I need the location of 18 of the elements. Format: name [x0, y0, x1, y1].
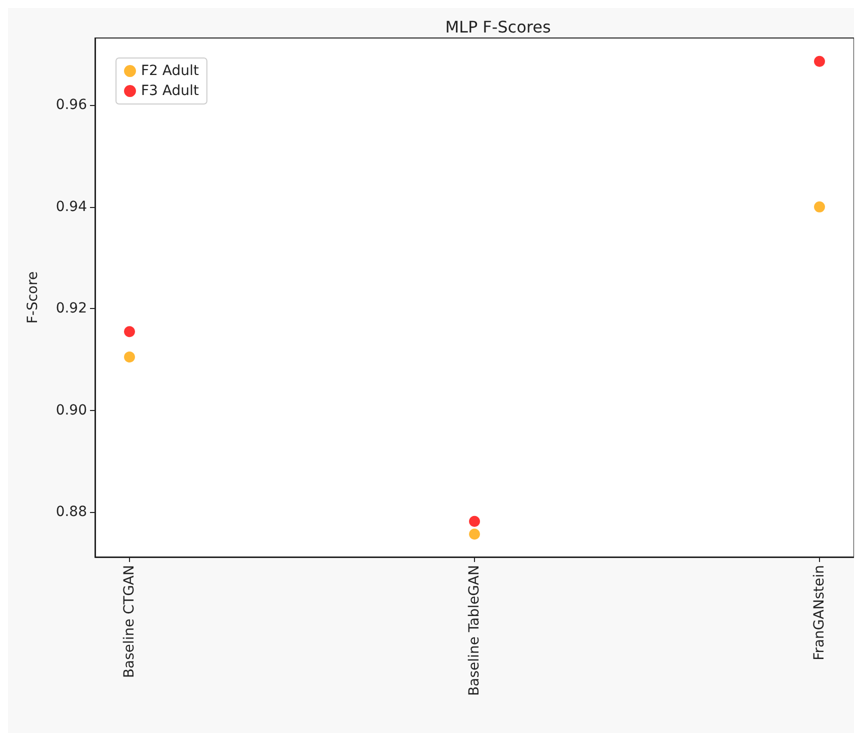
y-tick-label: 0.94	[56, 198, 88, 215]
x-tick-label: Baseline CTGAN	[122, 565, 138, 678]
point	[814, 56, 825, 67]
point	[469, 516, 480, 527]
y-tick-label: 0.96	[56, 97, 88, 114]
point	[469, 528, 480, 540]
y-axis-title: F-Score	[25, 271, 41, 324]
x-tick-label: Baseline TableGAN	[466, 565, 482, 696]
point	[124, 352, 135, 363]
y-tick-label: 0.90	[56, 402, 87, 418]
point	[814, 201, 825, 212]
legend-label: F3 Adult	[141, 83, 200, 99]
x-tick-label: FranGANstein	[812, 565, 828, 660]
y-tick-label: 0.92	[56, 300, 87, 317]
y-tick-label: 0.88	[56, 504, 87, 520]
point	[124, 326, 135, 338]
chart-title: MLP F-Scores	[445, 18, 551, 36]
legend-label: F2 Adult	[141, 63, 200, 79]
